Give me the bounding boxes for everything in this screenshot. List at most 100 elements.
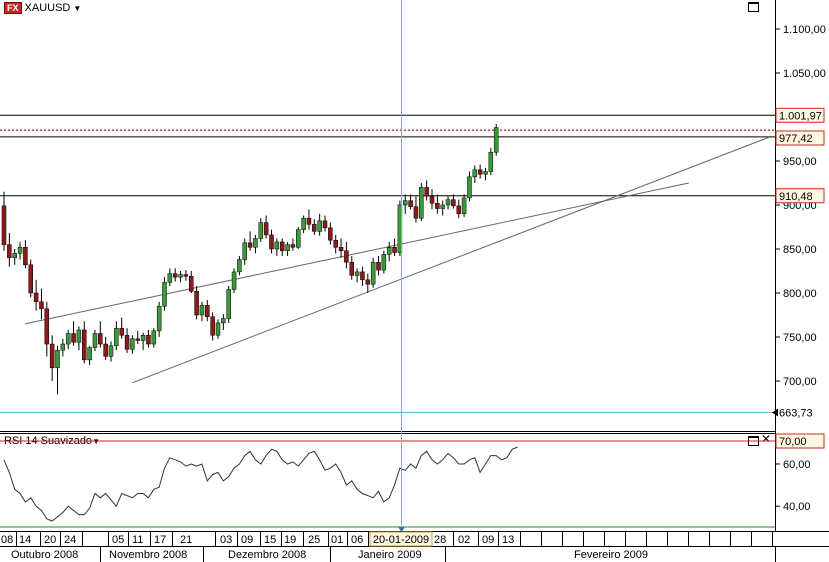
close-rsi-panel-icon[interactable]: ✕ <box>761 432 772 446</box>
price-tag-label: 977,42 <box>779 133 813 145</box>
candle-body <box>215 322 221 336</box>
x-day-label: 20 <box>44 534 56 546</box>
price-tag: 910,48 <box>775 188 825 204</box>
candle-body <box>247 242 253 248</box>
x-month-label: Dezembro 2008 <box>228 549 306 561</box>
candle-body <box>189 276 194 292</box>
x-day-label: 24 <box>64 534 76 546</box>
x-day-label: 25 <box>308 534 320 546</box>
candle-body <box>98 333 103 345</box>
candle-body <box>44 308 50 345</box>
symbol-title[interactable]: FX XAUUSD ▼ <box>4 2 81 14</box>
candle-body <box>178 274 183 278</box>
crosshair-marker-icon <box>398 527 405 532</box>
candle-body <box>226 289 231 319</box>
candle-body <box>194 290 199 316</box>
candle-body <box>33 292 39 303</box>
candle-body <box>488 151 494 172</box>
candle-body <box>317 220 322 232</box>
candle-body <box>365 279 371 285</box>
candle-body <box>55 349 60 369</box>
candle-body <box>461 197 467 215</box>
candle-body <box>312 224 317 232</box>
candle-body <box>370 261 376 285</box>
dropdown-triangle-icon[interactable]: ▼ <box>73 3 82 13</box>
candle-body <box>114 327 119 347</box>
price-tag: 663,73 <box>772 408 813 420</box>
candle-body <box>290 244 296 248</box>
candle-body <box>381 254 387 271</box>
candle-body <box>456 205 461 215</box>
x-day-label: 08 <box>1 534 13 546</box>
x-day-label: 19 <box>284 534 296 546</box>
candle-body <box>445 199 451 206</box>
candle-body <box>285 244 290 252</box>
x-day-label: 17 <box>154 534 166 546</box>
candle-body <box>17 246 23 254</box>
x-day-label: 11 <box>132 534 143 546</box>
candle-body <box>140 334 146 341</box>
candle-body <box>65 333 71 345</box>
price-tag-box <box>775 107 825 123</box>
price-tag-box <box>775 188 825 204</box>
candle-body <box>12 253 17 259</box>
candle-body <box>296 229 301 248</box>
candle-body <box>403 200 408 206</box>
x-day-label: 01 <box>331 534 343 546</box>
channel-line <box>132 136 770 384</box>
candle-body <box>344 250 349 263</box>
price-tag-label: 1.001,97 <box>779 110 822 122</box>
candle-body <box>130 338 135 350</box>
rsi-level-tag-label: 70,00 <box>779 436 807 448</box>
crosshair-date-tag-box <box>369 531 433 547</box>
candle-body <box>440 204 445 209</box>
candle-body <box>39 301 44 310</box>
candle-body <box>322 220 328 229</box>
channel-line <box>25 182 689 325</box>
candle-body <box>349 261 354 276</box>
symbol-label: XAUUSD <box>24 2 71 14</box>
x-month-label: Outubro 2008 <box>11 549 78 561</box>
candle-body <box>333 239 338 248</box>
crosshair-date-label: 20-01-2009 <box>373 534 429 546</box>
candle-body <box>87 347 92 361</box>
candle-body <box>231 271 237 290</box>
rsi-axis-label: 60,00 <box>783 459 811 471</box>
maximize-price-panel-icon[interactable] <box>748 2 759 12</box>
candle-body <box>108 345 114 357</box>
price-axis-label: 850,00 <box>783 244 817 256</box>
candle-body <box>269 234 274 250</box>
candle-body <box>7 244 12 259</box>
candle-body <box>23 246 28 266</box>
price-axis-label: 750,00 <box>783 332 817 344</box>
price-tag: 1.001,97 <box>775 107 825 123</box>
candle-body <box>119 327 124 336</box>
candle-body <box>413 206 419 219</box>
candle-body <box>360 271 365 281</box>
candle-body <box>263 222 269 236</box>
candle-body <box>253 238 258 248</box>
x-month-label: Janeiro 2009 <box>358 549 422 561</box>
x-day-label: 13 <box>502 534 514 546</box>
price-tag-label: 910,48 <box>779 191 813 203</box>
candle-body <box>151 330 157 345</box>
candle-body <box>477 169 483 175</box>
x-month-label: Fevereiro 2009 <box>574 549 648 561</box>
rsi-line <box>3 446 518 522</box>
price-tag-label: 663,73 <box>779 408 813 420</box>
candle-body <box>467 176 472 199</box>
candle-body <box>60 343 66 351</box>
candle-body <box>242 242 247 260</box>
price-axis-label: 950,00 <box>783 156 817 168</box>
fx-badge-icon: FX <box>4 2 22 14</box>
candle-body <box>162 282 167 307</box>
candle-body <box>258 222 264 239</box>
price-tag-pointer <box>772 408 778 417</box>
x-day-label: 02 <box>458 534 470 546</box>
x-day-label: 03 <box>220 534 232 546</box>
candle-body <box>419 187 424 219</box>
candle-body <box>183 274 189 277</box>
candle-body <box>76 329 82 343</box>
candle-body <box>392 246 397 253</box>
